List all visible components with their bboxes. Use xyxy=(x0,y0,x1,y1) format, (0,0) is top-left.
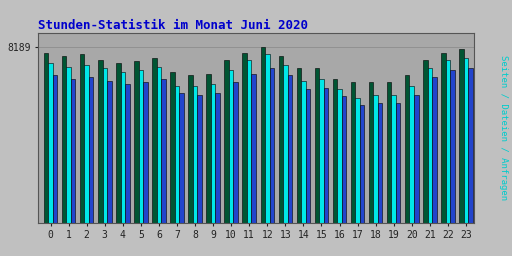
Bar xyxy=(53,75,57,223)
Bar xyxy=(441,52,445,223)
Bar xyxy=(288,75,292,223)
Bar xyxy=(116,63,120,223)
Bar xyxy=(360,105,365,223)
Bar xyxy=(296,68,301,223)
Text: Stunden-Statistik im Monat Juni 2020: Stunden-Statistik im Monat Juni 2020 xyxy=(38,19,308,32)
Bar xyxy=(414,95,418,223)
Bar xyxy=(324,88,328,223)
Bar xyxy=(306,89,310,223)
Bar xyxy=(211,84,216,223)
Bar xyxy=(125,84,130,223)
Bar xyxy=(224,60,229,223)
Bar xyxy=(216,93,220,223)
Bar xyxy=(301,81,306,223)
Bar xyxy=(432,77,437,223)
Bar xyxy=(139,70,143,223)
Bar xyxy=(319,79,324,223)
Bar xyxy=(247,60,251,223)
Bar xyxy=(450,70,455,223)
Bar xyxy=(261,47,265,223)
Bar xyxy=(80,54,84,223)
Bar xyxy=(89,77,94,223)
Bar xyxy=(373,95,378,223)
Bar xyxy=(445,60,450,223)
Bar xyxy=(179,93,184,223)
Bar xyxy=(243,52,247,223)
Text: Seiten / Dateien / Anfragen: Seiten / Dateien / Anfragen xyxy=(499,56,508,200)
Bar xyxy=(269,68,274,223)
Bar xyxy=(396,103,400,223)
Bar xyxy=(44,52,48,223)
Bar xyxy=(279,56,283,223)
Bar xyxy=(423,60,428,223)
Bar xyxy=(351,82,355,223)
Bar xyxy=(175,86,179,223)
Bar xyxy=(428,68,432,223)
Bar xyxy=(337,89,342,223)
Bar xyxy=(102,68,107,223)
Bar xyxy=(369,82,373,223)
Bar xyxy=(265,54,269,223)
Bar xyxy=(143,82,147,223)
Bar xyxy=(229,70,233,223)
Bar xyxy=(67,67,71,223)
Bar xyxy=(206,74,211,223)
Bar xyxy=(251,74,256,223)
Bar xyxy=(193,86,197,223)
Bar xyxy=(333,79,337,223)
Bar xyxy=(62,56,67,223)
Bar xyxy=(107,81,112,223)
Bar xyxy=(392,95,396,223)
Bar xyxy=(410,86,414,223)
Bar xyxy=(378,103,382,223)
Bar xyxy=(283,65,288,223)
Bar xyxy=(355,98,360,223)
Bar xyxy=(134,61,139,223)
Bar xyxy=(197,95,202,223)
Bar xyxy=(188,75,193,223)
Bar xyxy=(152,58,157,223)
Bar xyxy=(120,72,125,223)
Bar xyxy=(464,58,468,223)
Bar xyxy=(468,68,473,223)
Bar xyxy=(170,72,175,223)
Bar xyxy=(459,49,464,223)
Bar xyxy=(157,67,161,223)
Bar xyxy=(161,79,166,223)
Bar xyxy=(342,97,346,223)
Bar xyxy=(71,79,75,223)
Bar xyxy=(233,82,238,223)
Bar xyxy=(387,82,392,223)
Bar xyxy=(84,65,89,223)
Bar xyxy=(405,75,410,223)
Bar xyxy=(315,68,319,223)
Bar xyxy=(98,60,102,223)
Bar xyxy=(48,63,53,223)
